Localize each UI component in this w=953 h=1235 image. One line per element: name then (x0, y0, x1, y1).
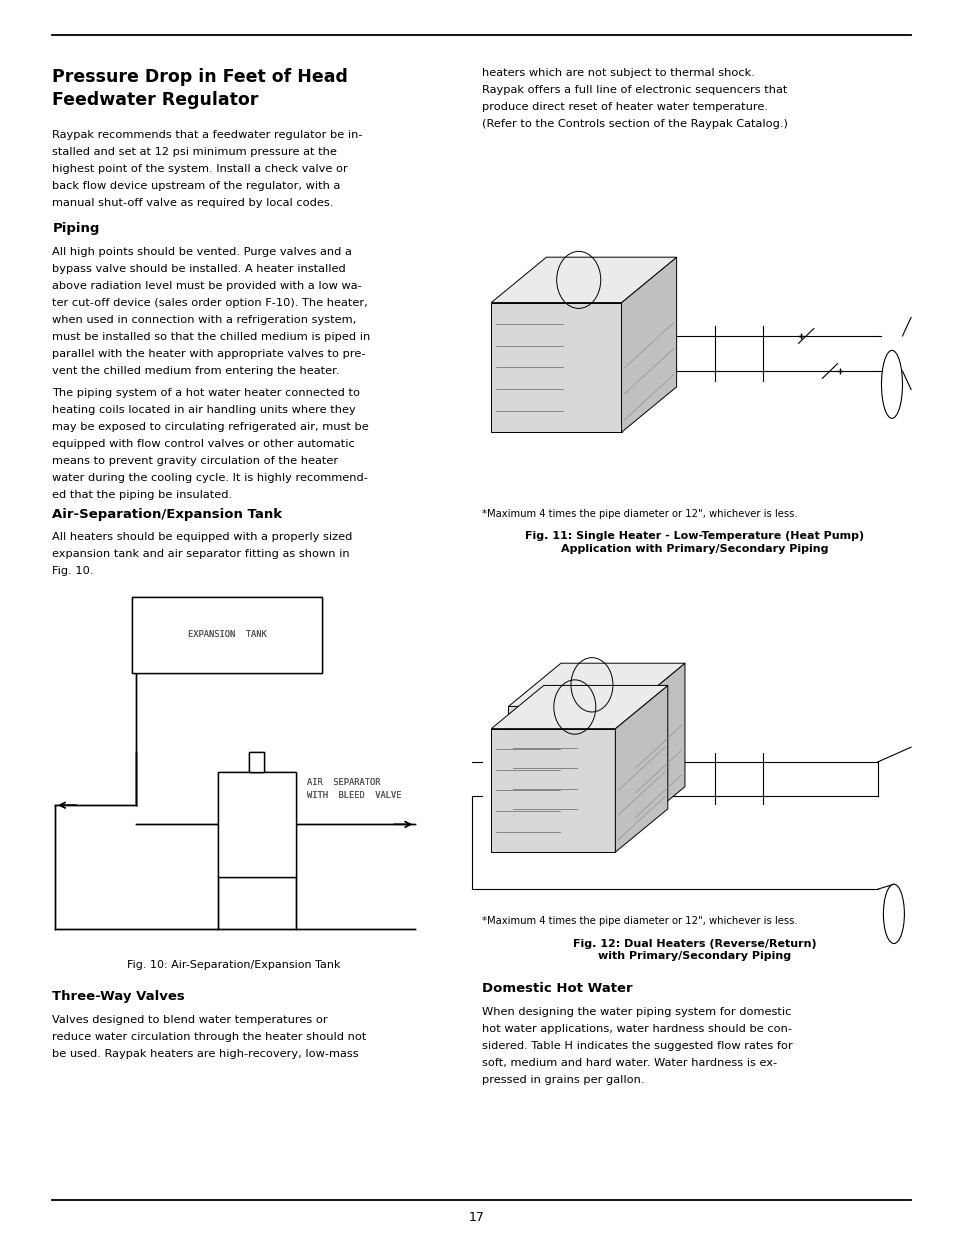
Polygon shape (621, 257, 676, 432)
Bar (249, 752, 264, 772)
Bar (249, 752, 264, 772)
Text: EXPANSION  TANK: EXPANSION TANK (188, 630, 266, 640)
Text: *Maximum 4 times the pipe diameter or 12", whichever is less.: *Maximum 4 times the pipe diameter or 12… (481, 916, 797, 926)
Ellipse shape (881, 351, 902, 419)
Text: ter cut-off device (sales order option F-10). The heater,: ter cut-off device (sales order option F… (52, 298, 368, 308)
Bar (132, 597, 322, 673)
Text: water during the cooling cycle. It is highly recommend-: water during the cooling cycle. It is hi… (52, 473, 368, 483)
Text: Piping: Piping (52, 222, 100, 236)
Text: heating coils located in air handling units where they: heating coils located in air handling un… (52, 405, 355, 415)
Text: Fig. 10.: Fig. 10. (52, 567, 94, 577)
Text: Three-Way Valves: Three-Way Valves (52, 990, 185, 1004)
Text: All heaters should be equipped with a properly sized: All heaters should be equipped with a pr… (52, 532, 353, 542)
Text: Fig. 12: Dual Heaters (Reverse/Return)
with Primary/Secondary Piping: Fig. 12: Dual Heaters (Reverse/Return) w… (572, 939, 816, 961)
Text: vent the chilled medium from entering the heater.: vent the chilled medium from entering th… (52, 367, 339, 377)
Text: stalled and set at 12 psi minimum pressure at the: stalled and set at 12 psi minimum pressu… (52, 147, 337, 157)
Text: *Maximum 4 times the pipe diameter or 12", whichever is less.: *Maximum 4 times the pipe diameter or 12… (481, 509, 797, 519)
Text: highest point of the system. Install a check valve or: highest point of the system. Install a c… (52, 164, 348, 174)
Polygon shape (632, 663, 684, 830)
Text: bypass valve should be installed. A heater installed: bypass valve should be installed. A heat… (52, 264, 346, 274)
Text: manual shut-off valve as required by local codes.: manual shut-off valve as required by loc… (52, 198, 334, 207)
Text: The piping system of a hot water heater connected to: The piping system of a hot water heater … (52, 388, 360, 398)
Text: Raypak offers a full line of electronic sequencers that: Raypak offers a full line of electronic … (481, 85, 786, 95)
Text: ed that the piping be insulated.: ed that the piping be insulated. (52, 490, 233, 500)
Polygon shape (508, 663, 684, 706)
Bar (132, 597, 322, 673)
Text: reduce water circulation through the heater should not: reduce water circulation through the hea… (52, 1032, 367, 1042)
Text: must be installed so that the chilled medium is piped in: must be installed so that the chilled me… (52, 332, 371, 342)
Text: All high points should be vented. Purge valves and a: All high points should be vented. Purge … (52, 247, 352, 257)
Text: equipped with flow control valves or other automatic: equipped with flow control valves or oth… (52, 438, 355, 448)
Text: 17: 17 (469, 1212, 484, 1224)
Text: Fig. 11: Single Heater - Low-Temperature (Heat Pump)
Application with Primary/Se: Fig. 11: Single Heater - Low-Temperature… (524, 531, 863, 553)
Text: soft, medium and hard water. Water hardness is ex-: soft, medium and hard water. Water hardn… (481, 1057, 776, 1067)
Text: Domestic Hot Water: Domestic Hot Water (481, 982, 632, 995)
Bar (217, 772, 295, 877)
Text: (Refer to the Controls section of the Raypak Catalog.): (Refer to the Controls section of the Ra… (481, 119, 787, 128)
Text: heaters which are not subject to thermal shock.: heaters which are not subject to thermal… (481, 68, 754, 78)
Text: Fig. 10: Air-Separation/Expansion Tank: Fig. 10: Air-Separation/Expansion Tank (127, 960, 340, 969)
Text: Pressure Drop in Feet of Head
Feedwater Regulator: Pressure Drop in Feet of Head Feedwater … (52, 68, 348, 109)
Polygon shape (615, 685, 667, 852)
Text: EXPANSION  TANK: EXPANSION TANK (188, 630, 266, 640)
Text: AIR  SEPARATOR
WITH  BLEED  VALVE: AIR SEPARATOR WITH BLEED VALVE (307, 778, 401, 799)
Text: means to prevent gravity circulation of the heater: means to prevent gravity circulation of … (52, 456, 338, 466)
Ellipse shape (882, 884, 903, 944)
Polygon shape (491, 685, 667, 729)
Text: above radiation level must be provided with a low wa-: above radiation level must be provided w… (52, 282, 362, 291)
Text: Raypak recommends that a feedwater regulator be in-: Raypak recommends that a feedwater regul… (52, 130, 362, 140)
Text: pressed in grains per gallon.: pressed in grains per gallon. (481, 1074, 643, 1084)
Text: When designing the water piping system for domestic: When designing the water piping system f… (481, 1007, 790, 1016)
Text: when used in connection with a refrigeration system,: when used in connection with a refrigera… (52, 315, 356, 325)
Text: AIR  SEPARATOR
WITH  BLEED  VALVE: AIR SEPARATOR WITH BLEED VALVE (307, 778, 401, 799)
Text: hot water applications, water hardness should be con-: hot water applications, water hardness s… (481, 1024, 791, 1034)
Polygon shape (491, 257, 676, 303)
Polygon shape (491, 303, 621, 432)
Polygon shape (508, 706, 632, 830)
Text: parallel with the heater with appropriate valves to pre-: parallel with the heater with appropriat… (52, 350, 366, 359)
Text: Air-Separation/Expansion Tank: Air-Separation/Expansion Tank (52, 508, 282, 521)
Text: be used. Raypak heaters are high-recovery, low-mass: be used. Raypak heaters are high-recover… (52, 1050, 358, 1060)
Text: Valves designed to blend water temperatures or: Valves designed to blend water temperatu… (52, 1015, 328, 1025)
Text: back flow device upstream of the regulator, with a: back flow device upstream of the regulat… (52, 180, 340, 190)
Text: expansion tank and air separator fitting as shown in: expansion tank and air separator fitting… (52, 550, 350, 559)
Text: produce direct reset of heater water temperature.: produce direct reset of heater water tem… (481, 103, 767, 112)
Bar (217, 772, 295, 877)
Polygon shape (491, 729, 615, 852)
Text: may be exposed to circulating refrigerated air, must be: may be exposed to circulating refrigerat… (52, 422, 369, 432)
Text: sidered. Table H indicates the suggested flow rates for: sidered. Table H indicates the suggested… (481, 1041, 792, 1051)
